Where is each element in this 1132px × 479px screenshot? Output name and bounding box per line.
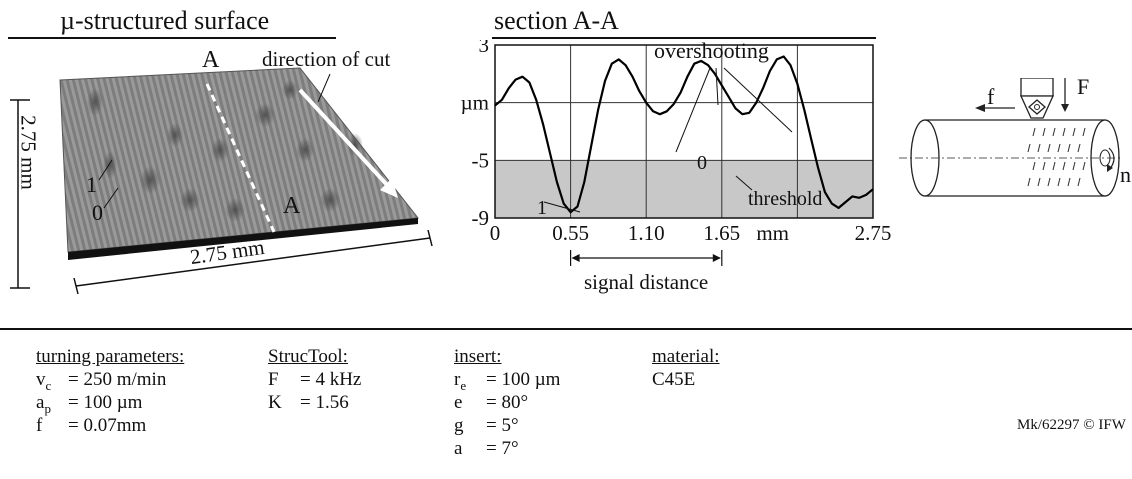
x-tick-label: 0	[490, 221, 501, 245]
surface-spot	[87, 88, 103, 116]
overshooting-leader	[715, 67, 719, 106]
section-divider	[0, 328, 1132, 330]
x-axis-unit: mm	[756, 221, 789, 245]
feed-label: f	[987, 84, 995, 109]
left-title-rule	[8, 37, 336, 39]
figure-code: Mk/62297 © IFW	[1017, 417, 1126, 433]
structool-header: StrucTool:	[268, 346, 348, 367]
surface-title: µ-structured surface	[60, 6, 270, 35]
height-label: 2.75 mm	[16, 115, 41, 190]
material-parameters: material: C45E	[652, 345, 720, 391]
material-value: C45E	[652, 369, 696, 390]
insert-diamond-icon	[1028, 99, 1046, 115]
insert-parameters: insert: re = 100 µm e = 80° g = 5° a = 7°	[454, 345, 560, 460]
cut-direction-label: direction of cut	[262, 47, 391, 71]
param-row: K = 1.56	[268, 392, 349, 413]
cut-label-leader	[317, 73, 331, 103]
rotation-arrowhead	[1107, 164, 1113, 172]
x-tick-label: 2.75	[855, 221, 892, 245]
surface-spot	[347, 133, 363, 157]
cut-direction-arrow	[298, 88, 390, 188]
surface-marker-0: 0	[92, 200, 103, 225]
section-letter-top: A	[202, 47, 220, 73]
chart-marker-0: 0	[697, 152, 707, 174]
y-tick-label: µm	[461, 91, 489, 115]
surface-spot	[211, 138, 229, 162]
signal-distance-label: signal distance	[584, 270, 709, 294]
rotation-label: n	[1120, 162, 1131, 187]
feed-arrowhead	[975, 104, 985, 112]
turning-setup-diagram	[899, 78, 1120, 197]
force-arrowhead-down	[1061, 104, 1069, 112]
y-tick-label: 3	[479, 40, 490, 57]
surface-spot	[140, 166, 160, 194]
width-dim-tick	[427, 229, 433, 247]
signal-dim-arrowhead	[571, 254, 580, 262]
section-chart: 0 0.55 1.10 1.65 2.75 mm 3 µm -5 -9	[461, 40, 892, 266]
x-tick-label: 0.55	[552, 221, 589, 245]
turning-header: turning parameters:	[36, 346, 185, 367]
width-dimension	[75, 237, 431, 287]
overshooting-leader	[723, 67, 793, 133]
x-tick-label: 1.65	[703, 221, 740, 245]
surface-spot	[167, 123, 183, 147]
surface-figure	[10, 67, 433, 295]
insert-header: insert:	[454, 346, 502, 367]
surface-spot	[282, 80, 298, 100]
force-label: F	[1077, 74, 1090, 99]
surface-spot	[103, 151, 117, 179]
signal-dim-arrowhead	[712, 254, 721, 262]
marker-0-leader	[103, 187, 119, 209]
structool-parameters: StrucTool: F = 4 kHz K = 1.56	[268, 345, 361, 414]
surface-marker-1: 1	[86, 172, 97, 197]
x-tick-label: 1.10	[628, 221, 665, 245]
chart-frame	[494, 44, 874, 219]
section-title-rule	[492, 37, 876, 39]
param-row: e = 80°	[454, 392, 529, 413]
profile-line	[494, 55, 874, 214]
section-title: section A-A	[494, 6, 619, 35]
section-letter-bottom: A	[283, 193, 301, 219]
param-row: a = 7°	[454, 438, 519, 459]
y-tick-label: -5	[472, 148, 490, 172]
surface-spot	[225, 198, 245, 222]
surface-spot	[296, 138, 314, 162]
turning-parameters: turning parameters: vc = 250 m/min ap = 10…	[36, 345, 184, 437]
section-line	[205, 83, 276, 233]
marker-1-leader	[98, 159, 113, 181]
threshold-leader	[735, 175, 753, 191]
chart-marker-1: 1	[537, 197, 547, 219]
param-row: g = 5°	[454, 415, 519, 436]
width-dim-tick	[73, 277, 79, 295]
param-row: re = 100 µm	[454, 369, 561, 393]
surface-base	[68, 218, 418, 260]
surface-spot	[180, 188, 200, 212]
threshold-band	[495, 160, 873, 218]
overshooting-label: overshooting	[654, 38, 769, 63]
surface-spot	[320, 188, 340, 212]
material-header: material:	[652, 346, 720, 367]
param-row: F = 4 kHz	[268, 369, 362, 390]
structured-zone	[1027, 127, 1086, 187]
insert-hole	[1034, 104, 1040, 110]
overshooting-leader	[675, 67, 711, 153]
marker-1-leader	[543, 201, 581, 213]
param-row: vc = 250 m/min	[36, 369, 167, 393]
tool-holder	[1020, 78, 1054, 97]
param-row: ap = 100 µm	[36, 392, 143, 416]
surface-spot	[255, 103, 275, 127]
y-tick-label: -9	[472, 206, 490, 230]
param-row: f = 0.07mm	[36, 415, 147, 436]
cut-direction-arrowhead	[380, 178, 398, 198]
threshold-label: threshold	[748, 188, 823, 210]
